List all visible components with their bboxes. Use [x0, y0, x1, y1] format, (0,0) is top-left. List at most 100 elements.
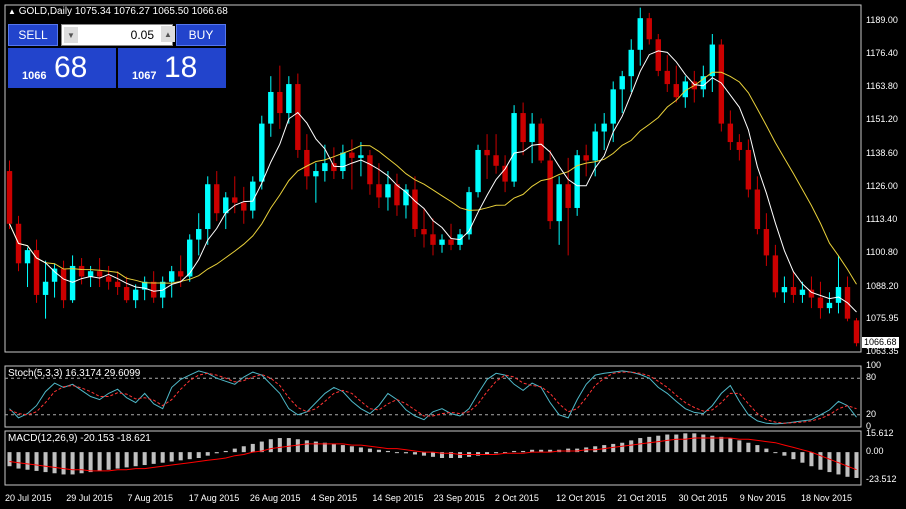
macd-bar	[503, 452, 508, 454]
macd-tick-label: 15.612	[866, 427, 894, 438]
sell-price-major: 1066	[22, 70, 47, 82]
macd-bar	[737, 440, 742, 453]
lot-size-field[interactable]: ▼ 0.05	[61, 24, 173, 46]
macd-bar	[340, 445, 345, 453]
macd-bar	[124, 452, 129, 468]
candle-body	[60, 268, 67, 301]
macd-bar	[106, 452, 111, 470]
macd-bar	[214, 452, 219, 454]
macd-bar	[773, 452, 778, 454]
candle-body	[601, 123, 607, 132]
macd-bar	[656, 435, 661, 453]
macd-tick-label: 0.00	[866, 446, 884, 457]
panel-frame-1	[4, 365, 862, 428]
macd-bar	[809, 452, 814, 467]
macd-bar	[187, 452, 192, 460]
candle-body	[51, 268, 58, 282]
price-tick-label: 1075.95	[866, 312, 899, 323]
macd-bar	[88, 452, 93, 473]
candle-body	[205, 184, 211, 230]
candle-body	[520, 113, 526, 143]
buy-button[interactable]: BUY	[176, 24, 226, 46]
macd-bar	[313, 441, 318, 453]
macd-bar	[458, 452, 463, 458]
macd-bar	[151, 452, 156, 464]
lot-value[interactable]: 0.05	[130, 28, 154, 42]
candle-body	[853, 320, 860, 344]
candle-body	[511, 113, 517, 182]
candle-body	[322, 163, 328, 172]
stochastic-title: Stoch(5,3,3) 16.3174 29.6099	[8, 368, 141, 379]
ma-fast-line	[9, 50, 857, 313]
candle-body	[268, 91, 274, 124]
buy-price-box[interactable]: 1067 18	[118, 48, 226, 88]
candle-body	[340, 152, 346, 172]
candle-body	[277, 91, 283, 114]
candle-body	[529, 123, 535, 143]
macd-bar	[268, 439, 273, 453]
price-tick-label: 1138.60	[866, 147, 898, 158]
sell-price-box[interactable]: 1066 68	[8, 48, 116, 88]
candle-body	[790, 287, 797, 295]
macd-bar	[647, 436, 652, 453]
macd-bar	[160, 452, 165, 463]
macd-bar	[7, 452, 12, 467]
collapse-triangle-icon[interactable]: ▲	[8, 7, 16, 16]
candle-body	[727, 123, 734, 143]
macd-bar	[304, 440, 309, 453]
macd-bar	[169, 452, 174, 462]
stoch-signal-line	[9, 371, 857, 424]
candle-body	[754, 189, 761, 230]
candle-body	[313, 171, 319, 177]
macd-bar	[70, 452, 75, 475]
panel-frame-0	[4, 4, 862, 353]
candle-body	[358, 155, 364, 158]
macd-bar	[142, 452, 147, 466]
candle-body	[223, 197, 229, 214]
candle-body	[376, 184, 382, 198]
macd-bar	[710, 435, 715, 453]
candle-body	[78, 265, 85, 277]
buy-price-pips: 18	[164, 51, 198, 84]
candle-body	[304, 149, 310, 177]
macd-bar	[818, 452, 823, 470]
candle-body	[87, 271, 94, 277]
candle-body	[168, 271, 175, 282]
macd-bar	[79, 452, 84, 474]
macd-bar	[331, 443, 336, 453]
candle-body	[150, 281, 157, 298]
macd-bar	[376, 449, 381, 453]
candle-body	[214, 184, 220, 214]
macd-bar	[755, 445, 760, 453]
lot-decrease-icon[interactable]: ▼	[64, 27, 78, 43]
candle-body	[628, 49, 634, 77]
macd-bar	[286, 438, 291, 453]
candle-body	[6, 171, 13, 224]
macd-bar	[494, 452, 499, 454]
sell-button[interactable]: SELL	[8, 24, 58, 46]
macd-bar	[782, 452, 787, 456]
macd-bar	[530, 449, 535, 453]
candle-body	[250, 181, 256, 211]
candles	[6, 7, 860, 347]
ma-slow-line	[9, 71, 857, 285]
lot-increase-icon[interactable]: ▲	[161, 26, 175, 42]
candle-body	[664, 70, 670, 85]
macd-bar	[476, 452, 481, 456]
price-tick-label: 1126.00	[866, 180, 898, 191]
macd-bar	[34, 452, 39, 471]
date-tick-label: 12 Oct 2015	[556, 493, 606, 503]
current-price-badge: 1066.68	[862, 337, 899, 349]
macd-bar	[638, 438, 643, 453]
sell-price-pips: 68	[54, 51, 88, 84]
macd-title: MACD(12,26,9) -20.153 -18.621	[8, 433, 151, 444]
macd-bar	[277, 438, 282, 453]
macd-bar	[539, 449, 544, 453]
candle-body	[583, 155, 589, 161]
candle-body	[241, 202, 247, 211]
panel-frame-2	[4, 430, 862, 486]
candle-body	[24, 250, 31, 264]
candle-body	[475, 149, 481, 193]
price-tick-label: 1189.00	[866, 14, 898, 25]
macd-bar	[692, 433, 697, 453]
